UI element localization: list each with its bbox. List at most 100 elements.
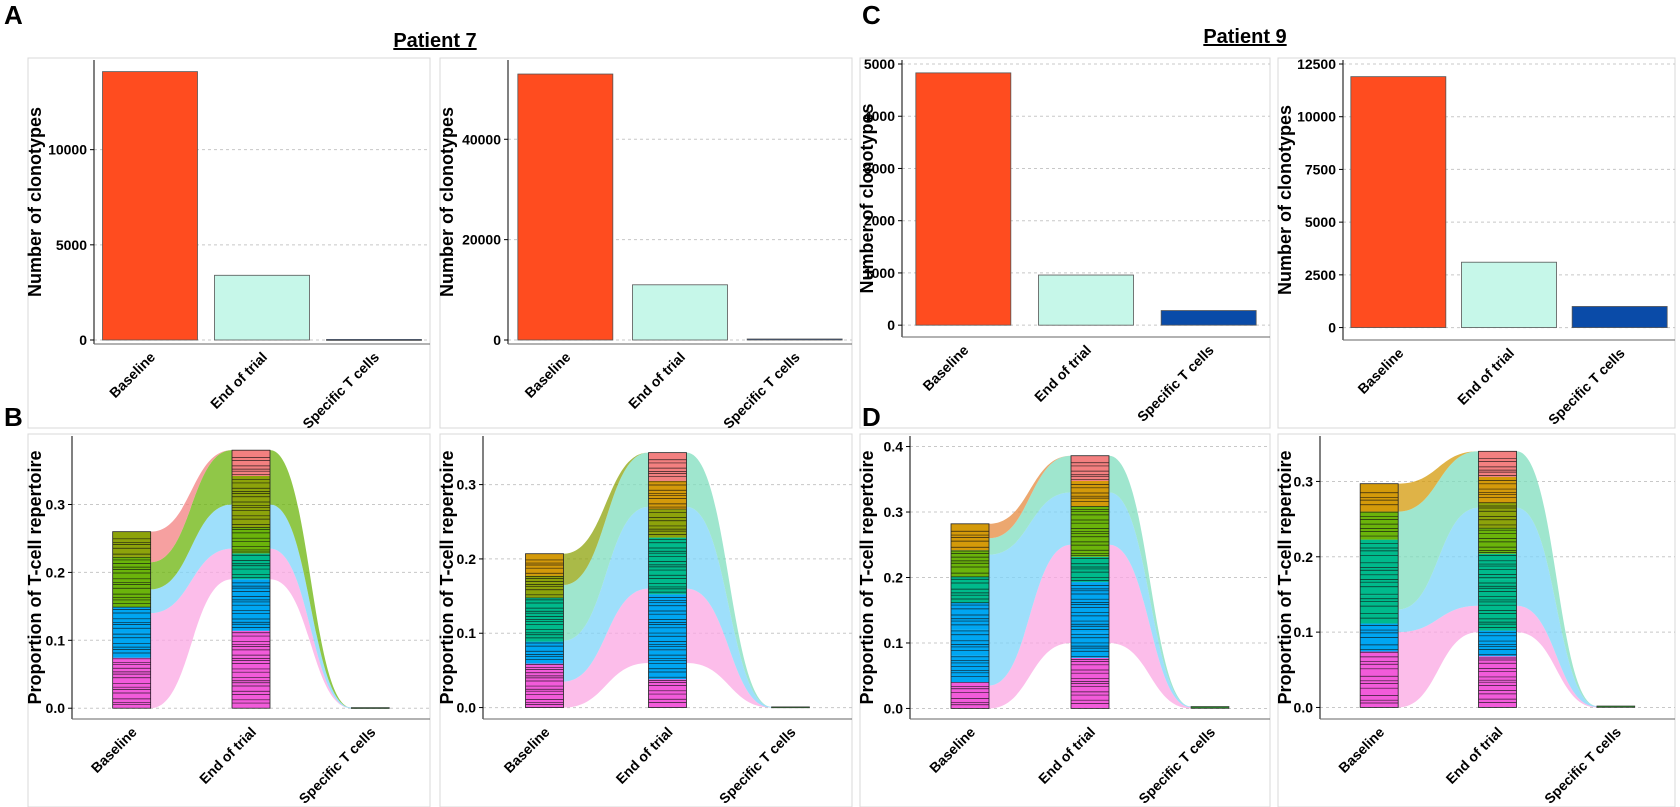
y-tick-label: 20000 <box>462 232 501 248</box>
stack-column-baseline <box>950 523 990 709</box>
bar-specific <box>326 339 422 341</box>
stack-segment <box>112 607 151 633</box>
stack-segment <box>232 579 270 605</box>
flow-band <box>951 455 1229 707</box>
x-category-label: Baseline <box>919 342 971 394</box>
stack-column-baseline <box>1359 483 1399 708</box>
x-category-label: Baseline <box>926 724 978 776</box>
stack-segment <box>232 501 270 528</box>
stack-segment <box>112 632 151 658</box>
y-tick-label: 3000 <box>864 160 895 176</box>
stack-segment <box>112 657 151 683</box>
x-category-label: Baseline <box>1335 724 1387 776</box>
chart-D1: 0.0 0.1 0.2 0.3 0.4 Proportion of T-cell repe… <box>857 433 1271 807</box>
y-tick-label: 40000 <box>462 131 501 147</box>
stack-segment <box>1071 556 1109 583</box>
y-tick-label: 7500 <box>1305 161 1336 177</box>
x-category-label: End of trial <box>1443 724 1506 787</box>
y-axis-label: Proportion of T-cell repertoire <box>25 450 45 704</box>
stack-segment <box>1071 683 1109 709</box>
stack-segment <box>232 450 270 476</box>
stack-segment <box>1478 502 1517 529</box>
stack-segment <box>648 537 687 566</box>
flow-band <box>525 452 810 707</box>
y-tick-label: 5000 <box>56 237 87 253</box>
bar-baseline <box>517 73 614 341</box>
x-category-label: Specific T cells <box>720 349 803 432</box>
stack-segment <box>1071 657 1109 684</box>
stack-segment <box>1071 632 1109 658</box>
stack-segment <box>112 582 151 608</box>
bar-baseline <box>1350 76 1447 328</box>
panel-letter-d: D <box>862 402 881 432</box>
stack-segment <box>1478 681 1517 708</box>
panel-letter-b: B <box>4 402 23 432</box>
y-tick-label: 0 <box>79 332 87 348</box>
stack-segment <box>1360 595 1399 624</box>
stack-segment <box>1478 451 1517 477</box>
stack-segment <box>525 619 564 642</box>
chart-C1: 0 1000 2000 3000 4000 5000 Number of clonotype… <box>857 56 1271 429</box>
patient-7-title: Patient 7 <box>393 30 477 52</box>
x-category-label: End of trial <box>207 349 270 412</box>
y-tick-label: 10000 <box>48 142 87 158</box>
x-category-label: Specific T cells <box>1545 345 1628 428</box>
y-tick-label: 0.3 <box>1294 473 1314 489</box>
y-tick-label: 4000 <box>864 108 895 124</box>
panel-frame <box>1277 433 1676 807</box>
y-tick-label: 0.1 <box>884 635 904 651</box>
x-category-label: Baseline <box>88 724 140 776</box>
stack-segment <box>951 523 989 551</box>
y-tick-label: 0.2 <box>457 551 477 567</box>
flow-band <box>1360 605 1635 708</box>
stack-column-baseline <box>525 553 564 708</box>
bar-end-of-trial <box>1038 274 1134 326</box>
panel-letter-c: C <box>862 0 881 30</box>
y-tick-label: 0.3 <box>46 497 66 513</box>
stack-column-specific <box>1190 706 1230 709</box>
flow-band <box>951 492 1229 708</box>
x-category-label: Specific T cells <box>1541 724 1624 807</box>
flow-band <box>112 504 390 709</box>
x-category-label: End of trial <box>1035 724 1098 787</box>
stack-segment <box>951 655 989 683</box>
flow-band <box>112 450 390 708</box>
y-tick-label: 2000 <box>864 213 895 229</box>
y-tick-label: 0 <box>493 332 501 348</box>
panel-frame <box>27 433 431 807</box>
stack-segment <box>525 663 564 686</box>
x-category-label: Baseline <box>1354 345 1406 397</box>
stack-segment <box>951 629 989 656</box>
x-category-label: Baseline <box>106 349 158 401</box>
stack-segment <box>648 565 687 595</box>
stack-segment <box>951 576 989 603</box>
y-tick-label: 0.1 <box>457 625 477 641</box>
stack-segment <box>1478 476 1517 503</box>
stack-segment <box>232 682 270 709</box>
stack-segment <box>1478 656 1517 682</box>
y-tick-label: 0.4 <box>884 439 904 455</box>
stack-segment <box>648 622 687 651</box>
stack-segment <box>1478 528 1517 554</box>
panel-frame <box>439 433 853 807</box>
y-tick-label: 0.3 <box>457 477 477 493</box>
stack-segment <box>1360 511 1399 540</box>
y-tick-label: 0.0 <box>1294 699 1314 715</box>
x-category-label: Specific T cells <box>1134 342 1217 425</box>
x-category-label: Baseline <box>521 349 573 401</box>
y-tick-label: 5000 <box>1305 214 1336 230</box>
y-tick-label: 2500 <box>1305 267 1336 283</box>
stack-segment <box>1071 455 1109 481</box>
stack-segment <box>1071 582 1109 608</box>
y-axis-label: Proportion of T-cell repertoire <box>857 450 877 704</box>
bar-baseline <box>102 71 198 341</box>
stack-column-end-of-trial <box>1070 455 1110 709</box>
flow-band <box>1360 451 1635 706</box>
bar-end-of-trial <box>632 284 728 341</box>
stack-segment <box>951 602 989 630</box>
stack-segment <box>1478 553 1517 580</box>
y-tick-label: 0.0 <box>46 700 66 716</box>
y-tick-label: 0.2 <box>46 564 66 580</box>
